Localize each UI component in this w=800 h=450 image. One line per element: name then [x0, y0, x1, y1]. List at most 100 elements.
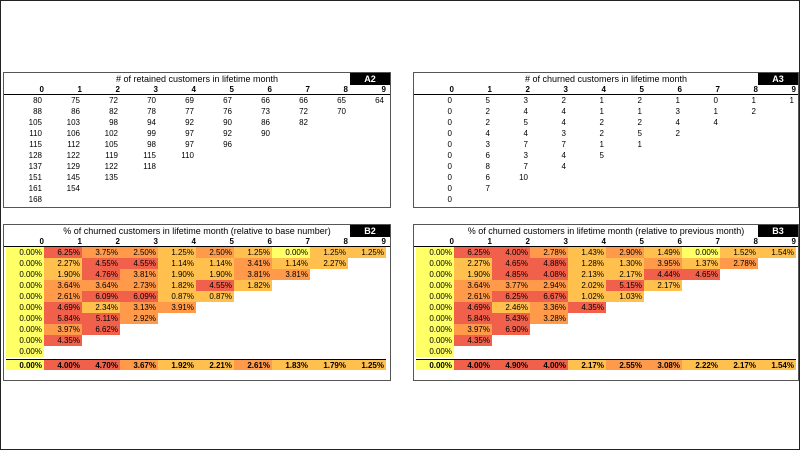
table-cell: 2.27%: [454, 258, 492, 269]
table-cell: 1.82%: [234, 280, 272, 291]
column-header-row: 0 1 2 3 4 5 6 7 8 9: [414, 85, 798, 95]
table-cell: 96: [223, 140, 232, 149]
table-cell: 161: [28, 184, 42, 193]
column-header-8: 8: [753, 85, 758, 94]
table-cell: 2.73%: [120, 280, 158, 291]
table-cell: 2.34%: [82, 302, 120, 313]
table-cell: 0.00%: [6, 313, 44, 324]
table-cell: 98: [147, 140, 156, 149]
column-header-9: 9: [791, 85, 796, 94]
table-cell: 3.64%: [44, 280, 82, 291]
table-cell: 2.78%: [530, 247, 568, 258]
table-cell: 2: [599, 129, 604, 138]
table-cell: 3: [523, 96, 528, 105]
average-cell: 2.17%: [568, 359, 606, 370]
table-cell: 82: [109, 107, 118, 116]
table-cell: 1.82%: [158, 280, 196, 291]
table-cell: 2.92%: [120, 313, 158, 324]
table-cell: 0.00%: [416, 269, 454, 280]
table-cell: 3: [485, 140, 490, 149]
table-cell: 4.69%: [454, 302, 492, 313]
table-cell: 0: [447, 140, 452, 149]
table-cell: 0.00%: [416, 302, 454, 313]
column-header-3: 3: [153, 237, 158, 246]
table-cell: 76: [223, 107, 232, 116]
table-cell: 0.00%: [682, 247, 720, 258]
table-cell: 0: [447, 184, 452, 193]
column-header-2: 2: [115, 237, 120, 246]
table-cell: 70: [337, 107, 346, 116]
table-cell: 78: [147, 107, 156, 116]
table-cell: 94: [147, 118, 156, 127]
table-cell: 129: [66, 162, 80, 171]
column-header-1: 1: [77, 237, 82, 246]
average-cell: 0.00%: [416, 359, 454, 370]
table-cell: 1.03%: [606, 291, 644, 302]
table-cell: 3: [675, 107, 680, 116]
table-cell: 1.25%: [158, 247, 196, 258]
panel-title: % of churned customers in lifetime month…: [63, 226, 331, 236]
table-cell: 97: [185, 140, 194, 149]
table-cell: 1: [751, 96, 756, 105]
table-cell: 122: [66, 151, 80, 160]
column-header-7: 7: [305, 237, 310, 246]
panel-title: # of retained customers in lifetime mont…: [115, 74, 279, 84]
column-header-7: 7: [715, 237, 720, 246]
table-cell: 0.00%: [6, 269, 44, 280]
table-cell: 0.00%: [6, 247, 44, 258]
table-cell: 66: [261, 96, 270, 105]
column-header-3: 3: [563, 237, 568, 246]
column-header-row: 0 1 2 3 4 5 6 7 8 9: [4, 237, 390, 247]
table-cell: 1: [637, 107, 642, 116]
table-cell: 88: [33, 107, 42, 116]
table-cell: 69: [185, 96, 194, 105]
average-cell: 0.00%: [6, 359, 44, 370]
table-cell: 5.11%: [82, 313, 120, 324]
table-cell: 1.28%: [568, 258, 606, 269]
table-cell: 5: [485, 96, 490, 105]
table-cell: 2.13%: [568, 269, 606, 280]
table-cell: 10: [519, 173, 528, 182]
table-cell: 2.50%: [196, 247, 234, 258]
table-cell: 110: [181, 151, 194, 160]
average-cell: 1.54%: [758, 359, 796, 370]
table-cell: 4.85%: [492, 269, 530, 280]
average-cell: 3.08%: [644, 359, 682, 370]
table-cell: 2.27%: [310, 258, 348, 269]
table-cell: 90: [261, 129, 270, 138]
table-cell: 3.41%: [234, 258, 272, 269]
average-cell: 4.00%: [454, 359, 492, 370]
column-header-row: 0 1 2 3 4 5 6 7 8 9: [4, 85, 390, 95]
panel-tag: A2: [350, 73, 390, 85]
column-header-0: 0: [449, 85, 454, 94]
table-cell: 75: [71, 96, 80, 105]
table-cell: 4.55%: [120, 258, 158, 269]
table-cell: 128: [28, 151, 42, 160]
table-cell: 154: [66, 184, 80, 193]
table-cell: 2: [599, 118, 604, 127]
table-cell: 66: [299, 96, 308, 105]
table-cell: 4.35%: [454, 335, 492, 346]
table-cell: 2.27%: [44, 258, 82, 269]
table-cell: 3.28%: [530, 313, 568, 324]
table-cell: 86: [71, 107, 80, 116]
table-cell: 3.81%: [272, 269, 310, 280]
table-cell: 115: [143, 151, 156, 160]
column-header-6: 6: [267, 85, 272, 94]
table-cell: 105: [28, 118, 42, 127]
table-cell: 102: [104, 129, 118, 138]
table-cell: 0.00%: [416, 324, 454, 335]
table-cell: 4.00%: [492, 247, 530, 258]
table-cell: 5.15%: [606, 280, 644, 291]
column-header-9: 9: [791, 237, 796, 246]
table-cell: 1: [599, 96, 604, 105]
table-cell: 3.75%: [82, 247, 120, 258]
panel-tag: B3: [758, 225, 798, 237]
table-cell: 6.62%: [82, 324, 120, 335]
table-cell: 4: [675, 118, 680, 127]
table-cell: 70: [147, 96, 156, 105]
column-header-4: 4: [191, 85, 196, 94]
table-cell: 2: [561, 96, 566, 105]
table-cell: 4: [561, 151, 566, 160]
table-cell: 2.90%: [606, 247, 644, 258]
